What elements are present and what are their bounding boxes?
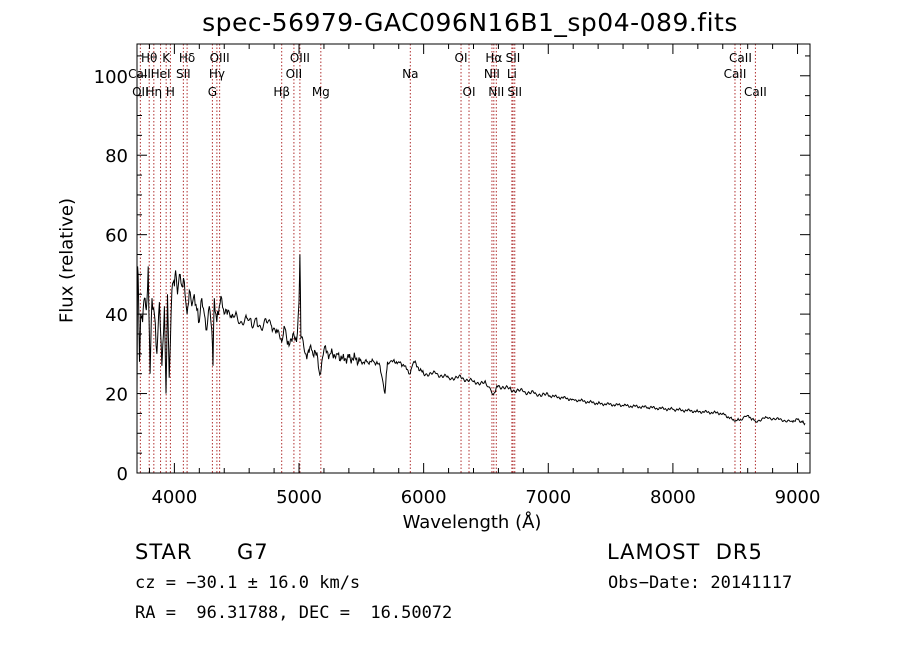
line-label: Hα [485, 51, 502, 65]
line-label: OIII [290, 51, 310, 65]
spectrum-line [136, 254, 806, 426]
observation-date: Obs−Date: 20141117 [608, 573, 793, 593]
x-tick-label: 8000 [650, 487, 696, 508]
y-tick-label: 80 [105, 146, 128, 167]
line-label: Na [402, 67, 418, 81]
line-label: OI [463, 85, 476, 99]
line-label: Li [507, 67, 517, 81]
line-label: CaII [729, 51, 752, 65]
line-label: CaII [744, 85, 767, 99]
line-label: CaII [724, 67, 747, 81]
line-label: SII [176, 67, 191, 81]
y-tick-label: 20 [105, 385, 128, 406]
x-tick-label: 5000 [276, 487, 322, 508]
line-label: Hβ [273, 85, 290, 99]
axis-ticks [137, 44, 810, 474]
line-label: OII [286, 67, 303, 81]
y-tick-label: 40 [105, 305, 128, 326]
line-label: Hγ [209, 67, 225, 81]
y-tick-label: 0 [117, 464, 128, 485]
line-label: CaII [128, 67, 151, 81]
coordinates: RA = 96.31788, DEC = 16.50072 [135, 603, 453, 623]
line-label: OIII [210, 51, 230, 65]
y-axis-label: Flux (relative) [56, 197, 78, 324]
x-tick-label: 7000 [525, 487, 571, 508]
line-label: NII [484, 67, 500, 81]
x-tick-label: 9000 [775, 487, 821, 508]
line-label: Hδ [179, 51, 195, 65]
axis-tick-labels: 4000 5000 6000 7000 8000 9000 0 20 40 60 80 100 [94, 67, 821, 508]
survey-name: LAMOST DR5 [607, 540, 763, 564]
line-label: SII [506, 51, 521, 65]
line-label: NII [488, 85, 504, 99]
plot-frame [136, 43, 811, 474]
x-tick-label: 6000 [401, 487, 447, 508]
line-label: H [166, 85, 175, 99]
line-label: Hθ [141, 51, 157, 65]
line-label: HeI [151, 67, 171, 81]
y-tick-label: 100 [94, 67, 128, 88]
x-tick-label: 4000 [151, 487, 197, 508]
chart-title: spec-56979-GAC096N16B1_sp04-089.fits [202, 8, 738, 37]
y-tick-label: 60 [105, 226, 128, 247]
line-label: G [208, 85, 217, 99]
object-subclass: G7 [237, 540, 269, 564]
line-label: K [162, 51, 171, 65]
line-label: Hη [146, 85, 163, 99]
line-label: OI [455, 51, 468, 65]
line-label: Mg [312, 85, 330, 99]
redshift-cz: cz = −30.1 ± 16.0 km/s [135, 573, 361, 593]
line-label: OII [132, 85, 149, 99]
x-axis-label: Wavelength (Å) [402, 512, 542, 533]
line-label: SII [507, 85, 522, 99]
object-class: STAR [135, 540, 193, 564]
